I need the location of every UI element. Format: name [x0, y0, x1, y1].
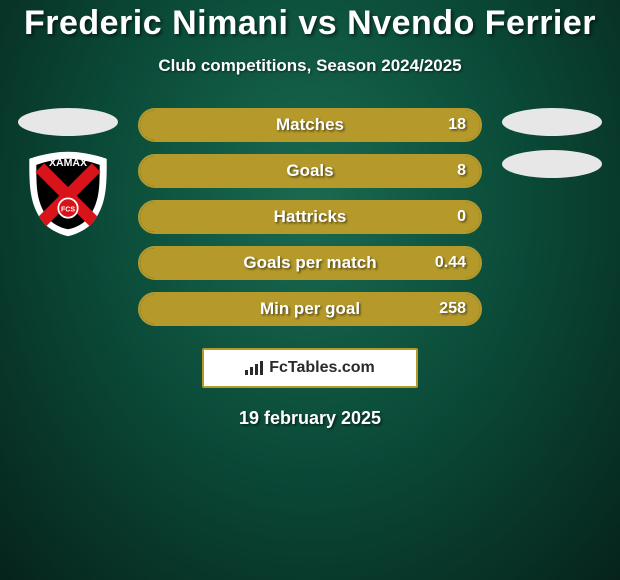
xamax-badge-icon: XAMAX FCS: [18, 150, 118, 238]
stats-column: Matches 18 Goals 8 Hattricks 0 Goals per…: [138, 108, 482, 326]
attribution-text: FcTables.com: [269, 359, 375, 377]
left-avatar-placeholder: [18, 108, 118, 136]
svg-text:XAMAX: XAMAX: [49, 157, 87, 169]
body-row: XAMAX FCS Matches 18 Goals 8: [0, 108, 620, 326]
right-player-column: [502, 108, 602, 178]
attribution-box: FcTables.com: [202, 348, 418, 388]
svg-text:FCS: FCS: [61, 206, 75, 213]
stat-row-goals-per-match: Goals per match 0.44: [138, 246, 482, 280]
right-club-badge-placeholder: [502, 150, 602, 178]
stat-fill: [140, 294, 480, 324]
right-avatar-placeholder: [502, 108, 602, 136]
date-text: 19 february 2025: [0, 408, 620, 429]
card-content: Frederic Nimani vs Nvendo Ferrier Club c…: [0, 0, 620, 429]
stat-row-matches: Matches 18: [138, 108, 482, 142]
stat-fill: [140, 110, 480, 140]
stat-row-goals: Goals 8: [138, 154, 482, 188]
comparison-title: Frederic Nimani vs Nvendo Ferrier: [0, 6, 620, 42]
stat-row-hattricks: Hattricks 0: [138, 200, 482, 234]
stat-fill: [140, 202, 480, 232]
stat-fill: [140, 248, 480, 278]
left-player-column: XAMAX FCS: [18, 108, 118, 238]
stat-fill: [140, 156, 480, 186]
stat-row-min-per-goal: Min per goal 258: [138, 292, 482, 326]
comparison-subtitle: Club competitions, Season 2024/2025: [0, 56, 620, 76]
bars-icon: [245, 361, 263, 375]
left-club-badge: XAMAX FCS: [18, 150, 118, 238]
